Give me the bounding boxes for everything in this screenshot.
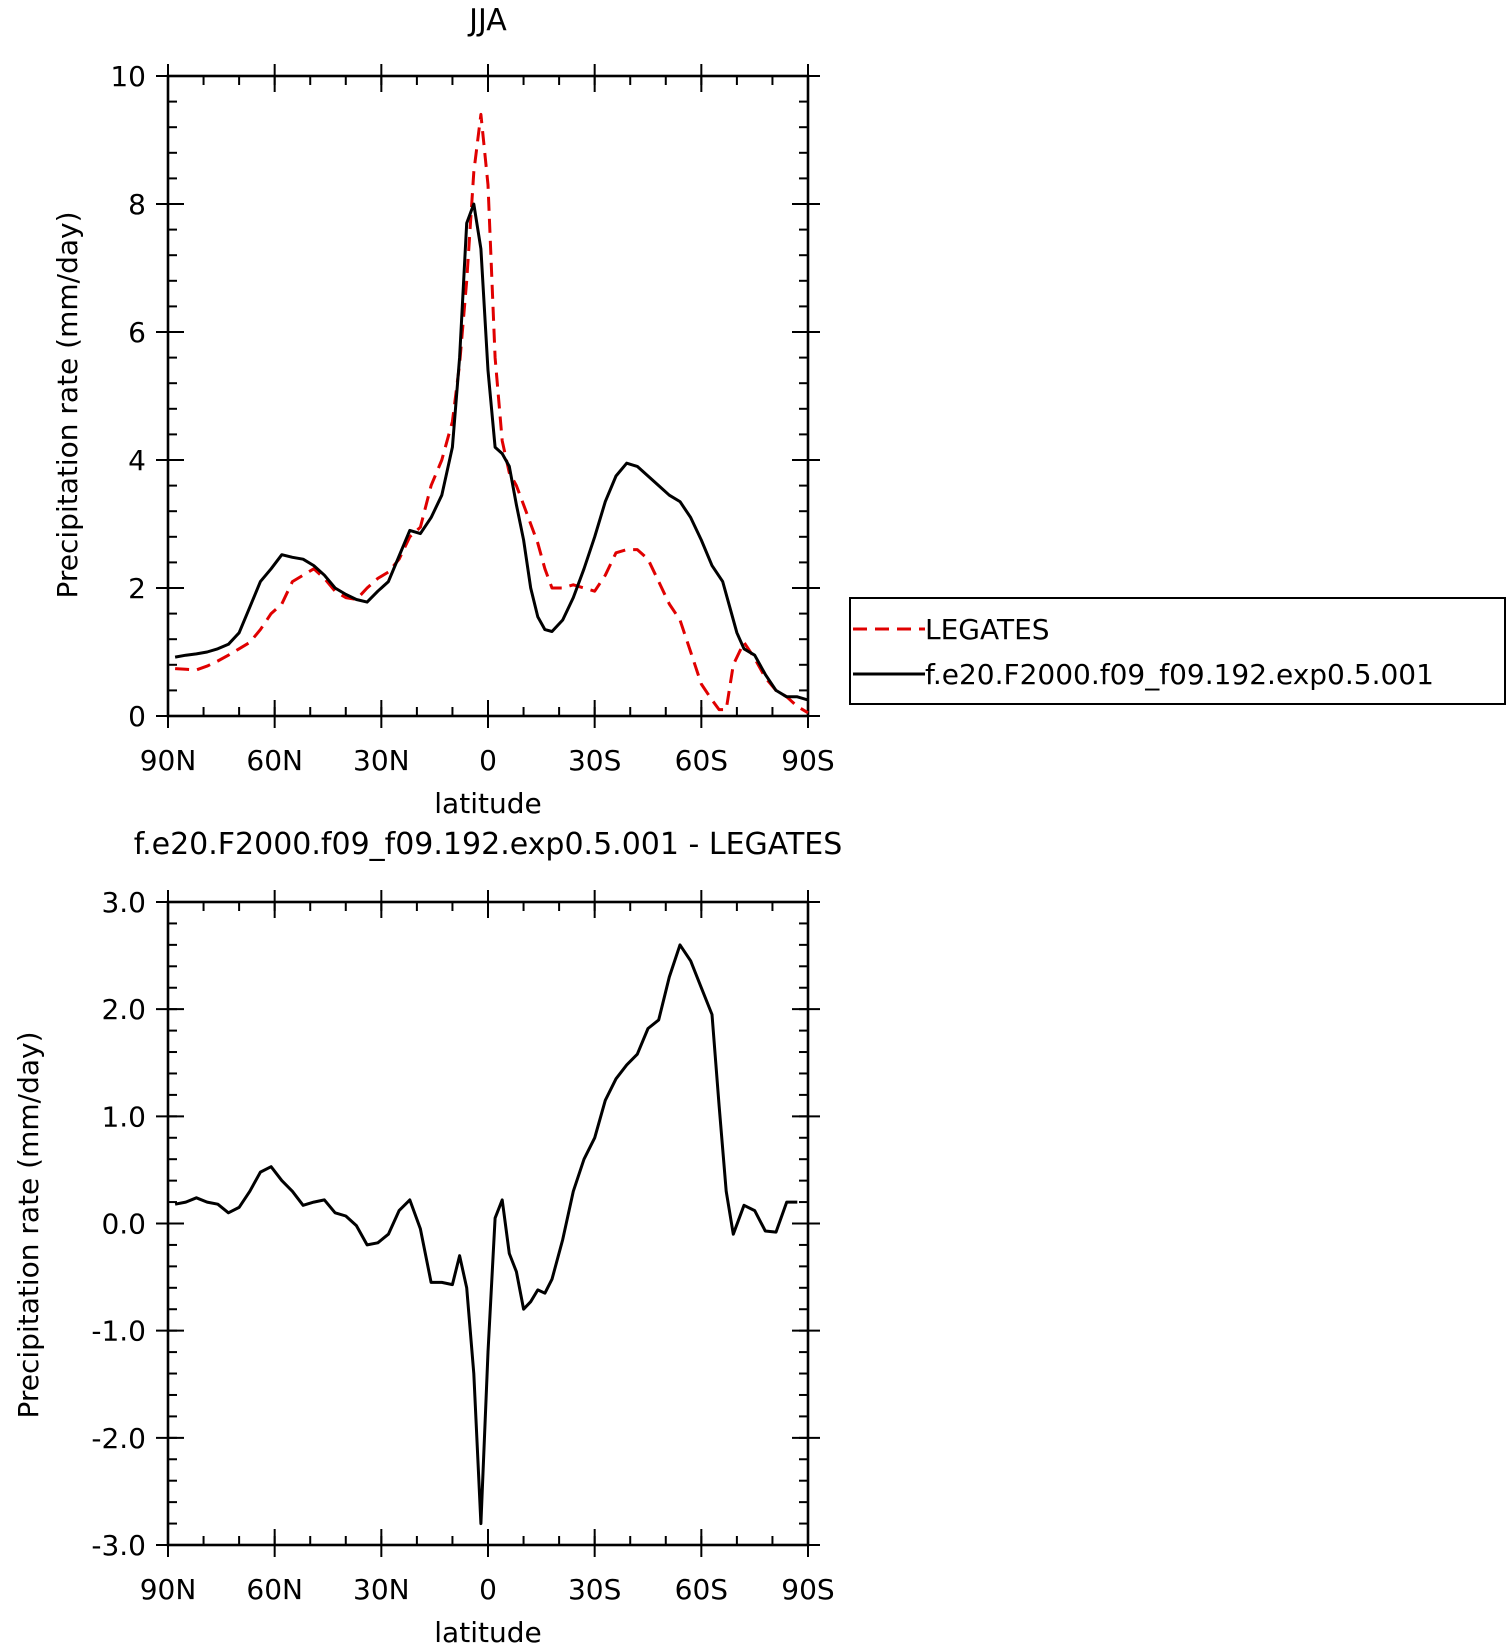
top-plot-area: 0 2 4 6 8 10 90N 60N 30N 0 30S 60S 90S bbox=[110, 60, 834, 777]
legend-label-model: f.e20.F2000.f09_f09.192.exp0.5.001 bbox=[925, 658, 1434, 691]
bottom-y-tick-label: -1.0 bbox=[91, 1315, 146, 1348]
bottom-x-tick-label: 90S bbox=[781, 1573, 834, 1606]
bottom-y-tick-label: 3.0 bbox=[101, 886, 146, 919]
bottom-x-tick-label: 0 bbox=[479, 1573, 497, 1606]
top-chart-title: JJA bbox=[467, 3, 507, 38]
bottom-x-tick-label: 30N bbox=[353, 1573, 410, 1606]
top-x-tick-label: 30S bbox=[568, 744, 621, 777]
bottom-chart-title: f.e20.F2000.f09_f09.192.exp0.5.001 - LEG… bbox=[134, 827, 843, 862]
bottom-y-axis-label: Precipitation rate (mm/day) bbox=[12, 1031, 45, 1418]
bottom-y-tick-label: -3.0 bbox=[91, 1529, 146, 1562]
top-x-tick-label: 90N bbox=[140, 744, 197, 777]
legend-box bbox=[849, 597, 1506, 705]
bottom-x-axis-label: latitude bbox=[434, 1616, 541, 1649]
top-series-line-legates bbox=[175, 112, 809, 715]
top-plot-frame bbox=[166, 74, 810, 718]
top-x-tick-label: 30N bbox=[353, 744, 410, 777]
top-y-tick-label: 6 bbox=[128, 316, 146, 349]
legend: LEGATES f.e20.F2000.f09_f09.192.exp0.5.0… bbox=[849, 597, 1506, 705]
top-x-tick-label: 60S bbox=[675, 744, 728, 777]
bottom-y-tick-label: 1.0 bbox=[101, 1100, 146, 1133]
top-y-axis-label: Precipitation rate (mm/day) bbox=[51, 211, 84, 598]
bottom-y-tick-label: -2.0 bbox=[91, 1422, 146, 1455]
top-y-tick-label: 10 bbox=[110, 60, 146, 93]
bottom-panel: f.e20.F2000.f09_f09.192.exp0.5.001 - LEG… bbox=[12, 827, 842, 1649]
bottom-plot-area: -3.0 -2.0 -1.0 0.0 1.0 2.0 3.0 90N 60N 30N 0 30S 60S… bbox=[91, 886, 834, 1606]
legend-label-legates: LEGATES bbox=[925, 613, 1050, 646]
top-y-tick-label: 2 bbox=[128, 572, 146, 605]
bottom-series-line-difference bbox=[174, 943, 798, 1526]
bottom-x-tick-label: 60N bbox=[246, 1573, 303, 1606]
top-y-tick-label: 8 bbox=[128, 188, 146, 221]
bottom-x-tick-label: 90N bbox=[140, 1573, 197, 1606]
bottom-x-tick-label: 60S bbox=[675, 1573, 728, 1606]
top-x-tick-label: 60N bbox=[246, 744, 303, 777]
top-x-tick-label: 0 bbox=[479, 744, 497, 777]
top-x-axis-label: latitude bbox=[434, 787, 541, 820]
top-series-line-f-e20-f2000-f09-f09-192-exp0-5-001 bbox=[174, 202, 809, 702]
top-y-tick-label: 4 bbox=[128, 444, 146, 477]
bottom-y-tick-label: 0.0 bbox=[101, 1208, 146, 1241]
bottom-y-tick-label: 2.0 bbox=[101, 993, 146, 1026]
top-x-tick-label: 90S bbox=[781, 744, 834, 777]
top-y-tick-label: 0 bbox=[128, 700, 146, 733]
bottom-x-tick-label: 30S bbox=[568, 1573, 621, 1606]
bottom-plot-frame bbox=[166, 900, 810, 1547]
